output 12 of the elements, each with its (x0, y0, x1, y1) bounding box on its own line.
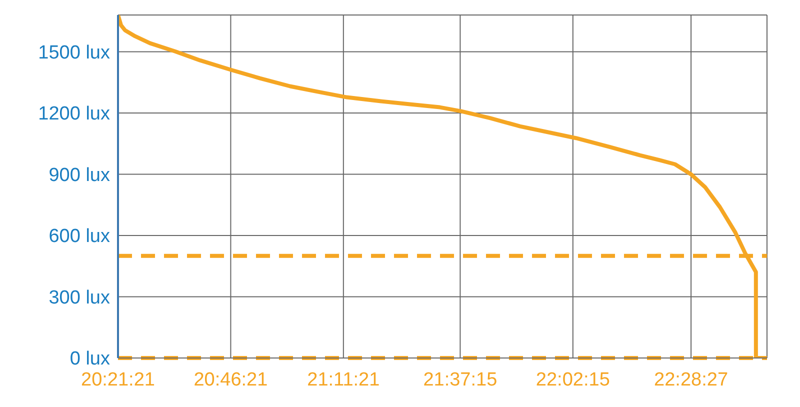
x-tick-label: 20:21:21 (81, 369, 155, 390)
y-tick-label: 300 lux (48, 287, 110, 308)
y-tick-label: 900 lux (48, 164, 110, 186)
y-tick-label: 600 lux (48, 226, 110, 248)
x-tick-label: 21:37:15 (423, 369, 498, 390)
y-tick-label: 0 lux (70, 348, 110, 370)
x-tick-label: 20:46:21 (194, 369, 268, 390)
x-tick-label: 21:11:21 (307, 369, 380, 390)
x-tick-label: 22:02:15 (536, 369, 610, 390)
y-tick-label: 1500 lux (38, 42, 110, 64)
y-tick-label: 1200 lux (38, 104, 110, 125)
x-tick-label: 22:28:27 (654, 369, 728, 390)
